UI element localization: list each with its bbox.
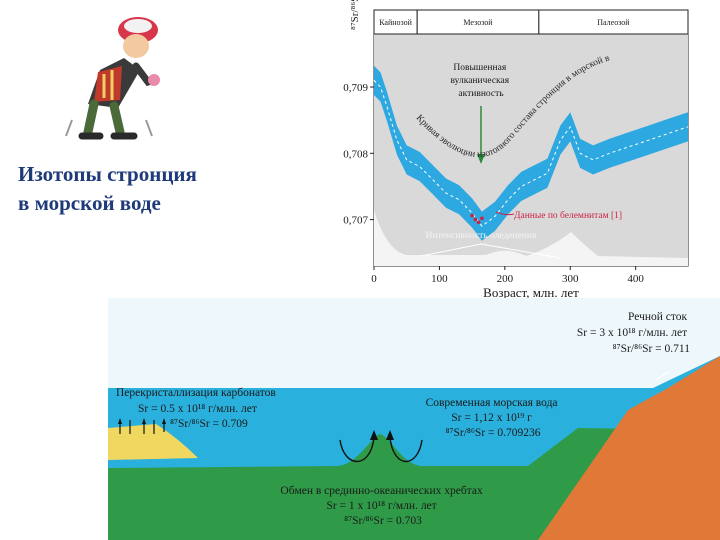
belemnite-marker <box>473 217 478 222</box>
belemnite-pointer <box>495 211 515 216</box>
isotope-curve-band <box>374 65 688 241</box>
era-cell <box>538 9 689 35</box>
continent-land <box>538 356 720 540</box>
carbonate-title: Перекристаллизация карбонатов <box>116 387 276 399</box>
ridge-ratio: ⁸⁷Sr/⁸⁶Sr = 0.703 <box>344 515 422 527</box>
carbonate-ratio: ⁸⁷Sr/⁸⁶Sr = 0.709 <box>170 418 248 430</box>
volcanic-annotation-line-2: вулканическая <box>451 76 510 86</box>
seawater-title: Современная морская вода <box>426 397 558 409</box>
belemnite-annotation: Данные по белемнитам [1] <box>514 210 622 221</box>
volcanic-annotation: Повышенная вулканическая активность <box>451 63 512 99</box>
x-tick-label: 0 <box>371 273 377 285</box>
y-axis-ticks: 0,707 0,708 0,709 <box>343 82 374 227</box>
ocean-strontium-diagram: Речной сток Sr = 3 х 10¹⁸ г/млн. лет ⁸⁷S… <box>108 298 720 540</box>
river-title: Речной сток <box>628 311 688 323</box>
x-tick-label: 400 <box>627 273 644 285</box>
belemnite-marker <box>476 220 481 225</box>
ridge-arrowheads <box>370 430 394 440</box>
cartoon-scientist-icon <box>65 17 160 140</box>
belemnite-markers <box>470 213 484 225</box>
river-arrow <box>655 371 669 381</box>
era-cell <box>416 9 540 35</box>
slide-title: Изотопы стронция в морской воде <box>18 160 248 218</box>
y-tick-label: 0,708 <box>343 148 368 160</box>
seawater-labels: Современная морская вода Sr = 1,12 х 10¹… <box>426 397 561 439</box>
ridge-exchange-arrows <box>339 437 423 463</box>
volcanic-arrowhead <box>477 154 485 164</box>
volcanic-annotation-line-1: Повышенная <box>453 63 506 73</box>
era-label: Мезозой <box>463 18 493 27</box>
x-axis-label: Возраст, млн. лет <box>483 285 579 300</box>
strontium-isotope-chart: Кайнозой Мезозой Палеозой 0,7070,7080,709 … <box>336 0 689 300</box>
x-tick-label: 100 <box>431 273 448 285</box>
x-tick-label: 300 <box>562 273 579 285</box>
ridge-labels: Обмен в срединно-океанических хребтах Sr… <box>280 485 485 527</box>
carbonate-flux: Sr = 0.5 х 10¹⁸ г/млн. лет <box>138 403 257 415</box>
volcanic-annotation-line-3: активность <box>458 89 504 99</box>
river-labels: Речной сток Sr = 3 х 10¹⁸ г/млн. лет ⁸⁷S… <box>577 311 690 355</box>
y-tick-label: 0,709 <box>343 82 368 94</box>
belemnite-marker <box>470 213 474 218</box>
ridge-flux: Sr = 1 х 10¹⁸ г/млн. лет <box>326 500 436 512</box>
seawater-flux: Sr = 1,12 х 10¹⁹ г <box>451 412 532 424</box>
era-row: Кайнозой Мезозой Палеозой <box>373 9 689 35</box>
isotope-curve-centerline <box>373 80 689 227</box>
ridge-title: Обмен в срединно-океанических хребтах <box>280 485 483 497</box>
seawater-ratio: ⁸⁷Sr/⁸⁶Sr = 0.709236 <box>445 427 540 439</box>
y-tick-label: 0,707 <box>343 215 368 227</box>
carbonate-exchange-arrows <box>119 420 165 434</box>
x-tick-label: 200 <box>497 273 514 285</box>
x-axis-ticks: 0 100 200 300 400 <box>371 266 644 285</box>
carbonate-labels: Перекристаллизация карбонатов Sr = 0.5 х… <box>116 387 279 430</box>
river-ratio: ⁸⁷Sr/⁸⁶Sr = 0.711 <box>613 343 691 355</box>
river-flux: Sr = 3 х 10¹⁸ г/млн. лет <box>577 327 687 339</box>
era-label: Палеозой <box>597 18 630 27</box>
glaciation-area <box>374 210 688 266</box>
glaciation-arrows <box>420 243 562 259</box>
slide-title-line-1: Изотопы стронция <box>18 162 197 186</box>
slide-title-line-2: в морской воде <box>18 191 161 215</box>
era-label: Кайнозой <box>379 18 412 27</box>
y-axis-label: ⁸⁷Sr/⁸⁶Sr <box>349 0 361 30</box>
glaciation-annotation: Интенсивность оледенения <box>426 231 537 241</box>
belemnite-marker <box>480 216 484 221</box>
